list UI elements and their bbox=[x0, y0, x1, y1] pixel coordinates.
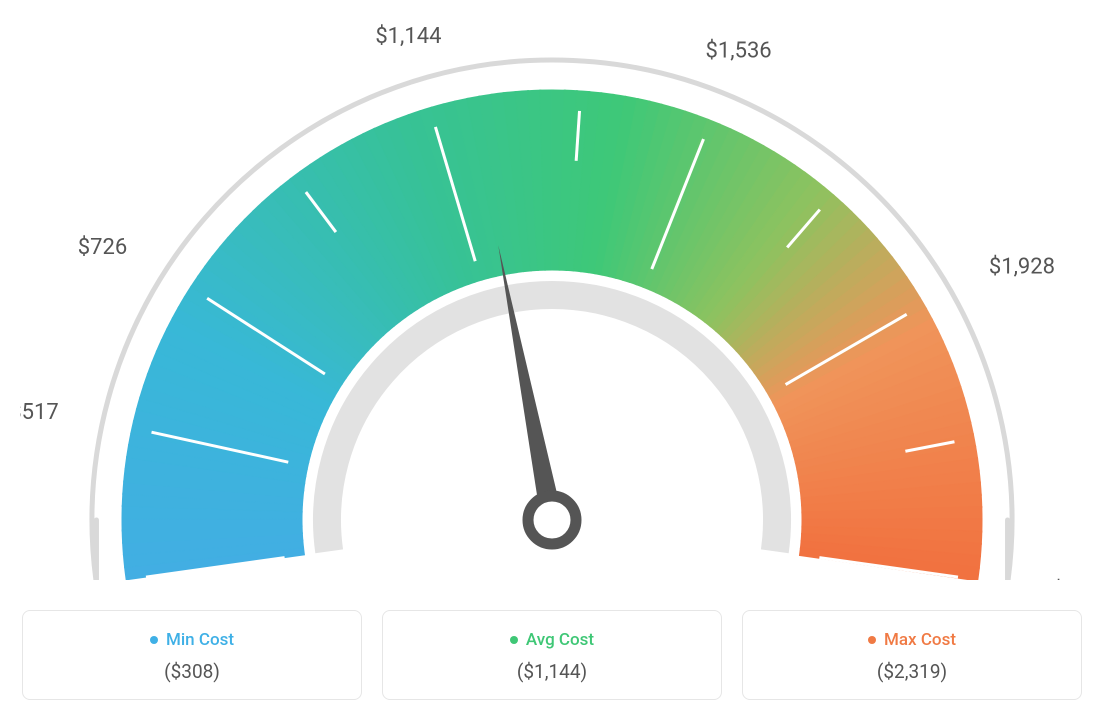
max-dot-icon bbox=[868, 636, 876, 644]
svg-text:$726: $726 bbox=[78, 235, 127, 260]
max-cost-card: Max Cost ($2,319) bbox=[742, 610, 1082, 700]
svg-text:$2,319: $2,319 bbox=[1052, 578, 1084, 580]
max-cost-value: ($2,319) bbox=[753, 660, 1071, 683]
svg-text:$1,536: $1,536 bbox=[706, 39, 772, 64]
svg-text:$1,928: $1,928 bbox=[989, 255, 1055, 280]
svg-text:$308: $308 bbox=[20, 578, 52, 580]
cost-gauge-chart: $308 $517 $726 $1,144 $1,536 $1,928 $2,319 bbox=[20, 20, 1084, 580]
avg-cost-label: Avg Cost bbox=[526, 630, 594, 650]
min-cost-card: Min Cost ($308) bbox=[22, 610, 362, 700]
max-cost-title: Max Cost bbox=[868, 630, 956, 650]
min-dot-icon bbox=[150, 636, 158, 644]
min-cost-value: ($308) bbox=[33, 660, 351, 683]
min-cost-label: Min Cost bbox=[166, 630, 234, 650]
avg-cost-card: Avg Cost ($1,144) bbox=[382, 610, 722, 700]
max-cost-label: Max Cost bbox=[884, 630, 956, 650]
svg-text:$1,144: $1,144 bbox=[375, 24, 441, 49]
gauge-svg: $308 $517 $726 $1,144 $1,536 $1,928 $2,319 bbox=[20, 20, 1084, 580]
summary-cards: Min Cost ($308) Avg Cost ($1,144) Max Co… bbox=[20, 610, 1084, 700]
min-cost-title: Min Cost bbox=[150, 630, 234, 650]
avg-cost-title: Avg Cost bbox=[510, 630, 594, 650]
avg-cost-value: ($1,144) bbox=[393, 660, 711, 683]
avg-dot-icon bbox=[510, 636, 518, 644]
svg-text:$517: $517 bbox=[20, 400, 59, 425]
